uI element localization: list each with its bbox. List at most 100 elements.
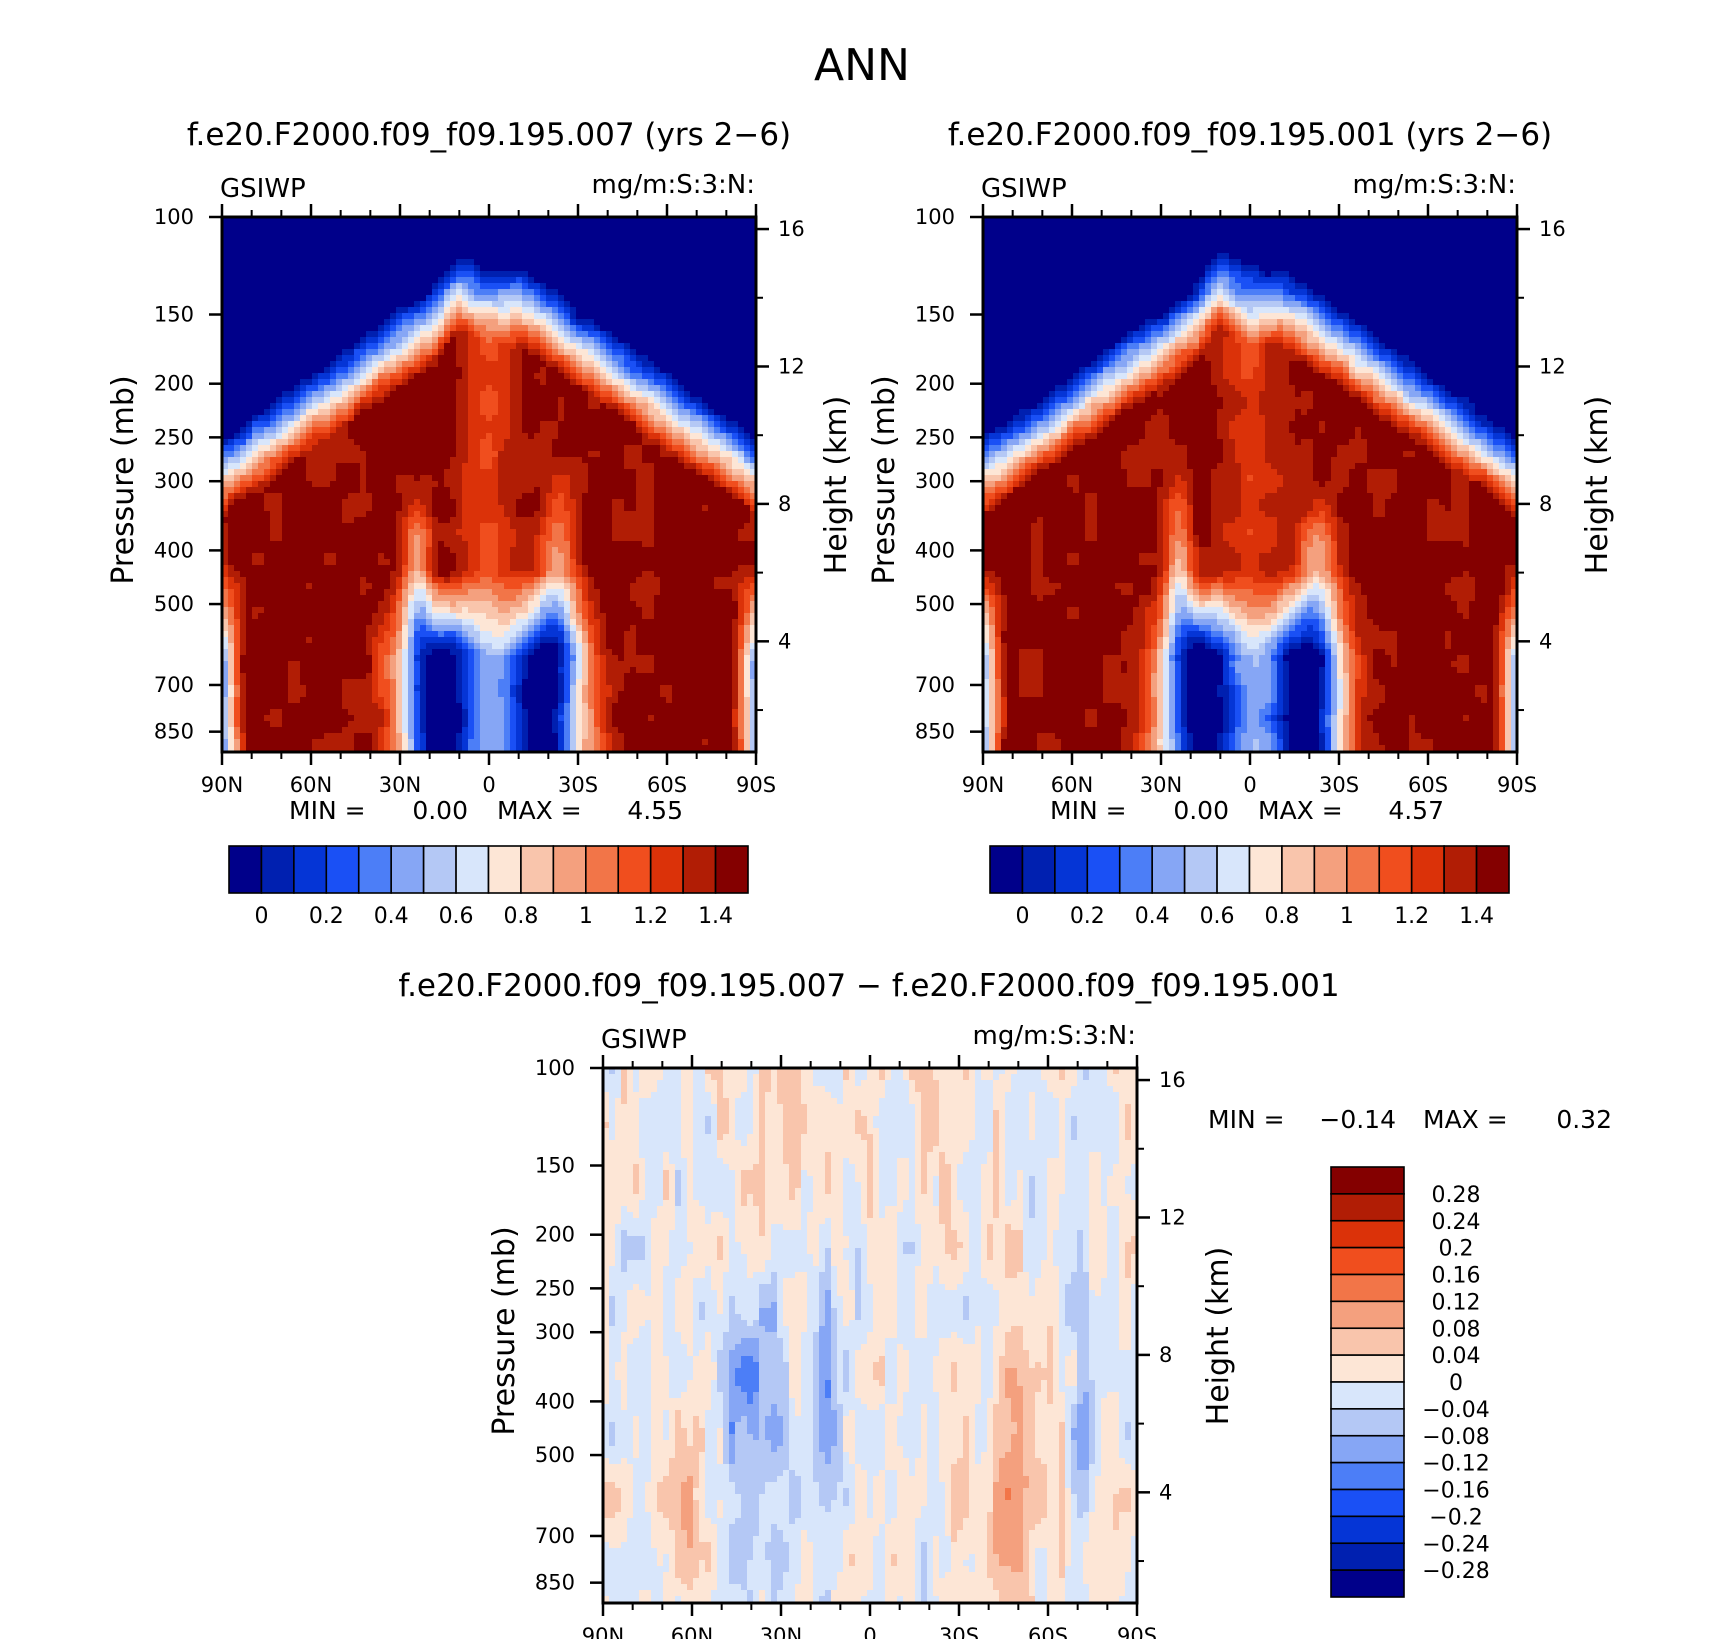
x-tick-label: 60S [1028,1624,1068,1639]
colorbar-swatch [714,845,749,894]
panel-1-ylabel: Pressure (mb) [106,375,141,584]
y2-tick-label: 8 [1539,492,1552,516]
x-tick-label: 60S [647,773,687,797]
panel-3-units-label: mg/m:S:3:N: [973,1021,1136,1051]
colorbar-swatch [1378,845,1413,894]
panel-1-title: f.e20.F2000.f09_f09.195.007 (yrs 2−6) [187,117,791,153]
panel-3: f.e20.F2000.f09_f09.195.007 − f.e20.F200… [398,968,1612,1639]
colorbar-swatch [1330,1273,1405,1303]
y-tick-label: 300 [154,469,194,493]
colorbar-swatch [552,845,587,894]
y2-tick-label: 12 [1539,354,1566,378]
panel-1-max-label: MAX = [497,796,582,825]
y2-tick-label: 4 [1159,1480,1172,1504]
y-tick-label: 500 [154,592,194,616]
colorbar-swatch [455,845,490,894]
colorbar-swatch [520,845,555,894]
x-tick-label: 90N [582,1624,624,1639]
colorbar-label: 0.8 [503,904,538,929]
y2-tick-label: 8 [778,492,791,516]
panel-1-min-value: 0.00 [412,796,468,825]
panel-2-variable-label: GSIWP [981,174,1067,204]
colorbar-swatch [1330,1381,1405,1410]
colorbar-label: 1 [1340,904,1354,929]
colorbar-label: 0.6 [1200,904,1235,929]
y-tick-label: 850 [154,720,194,744]
colorbar-swatch [390,845,425,894]
colorbar-swatch [1118,845,1153,894]
panel-2-min-value: 0.00 [1173,796,1229,825]
colorbar-label: 0 [254,904,268,929]
y2-tick-label: 16 [1159,1068,1186,1092]
panel-1-units-label: mg/m:S:3:N: [592,170,755,200]
panel-3-max-value: 0.32 [1556,1105,1612,1134]
colorbar-label: 0.2 [1070,904,1105,929]
colorbar-label: 0.6 [439,904,474,929]
panel-1: f.e20.F2000.f09_f09.195.007 (yrs 2−6) GS… [106,117,854,929]
panel-2-min-label: MIN = [1050,796,1127,825]
y-tick-label: 200 [915,372,955,396]
colorbar-label: 0.4 [374,904,409,929]
y-tick-label: 400 [915,538,955,562]
colorbar-label: 1.2 [633,904,668,929]
colorbar-label: −0.16 [1422,1479,1489,1504]
x-tick-label: 30S [939,1624,979,1639]
y-tick-label: 300 [535,1320,575,1344]
y-tick-label: 100 [915,205,955,229]
colorbar-swatch [1330,1515,1405,1545]
panel-3-min-label: MIN = [1208,1105,1285,1134]
panel-1-min-label: MIN = [289,796,366,825]
colorbar-swatch [1330,1488,1405,1518]
colorbar-swatch [1330,1246,1405,1276]
y-tick-label: 250 [154,425,194,449]
colorbar-swatch [1054,845,1089,894]
x-tick-label: 60N [290,773,332,797]
y-tick-label: 200 [154,372,194,396]
colorbar-label: 0.8 [1264,904,1299,929]
colorbar-label: −0.12 [1422,1452,1489,1477]
panel-3-ylabel: Pressure (mb) [487,1226,522,1435]
colorbar-label: 1.2 [1394,904,1429,929]
figure-title: ANN [814,40,910,91]
colorbar-label: 0.08 [1432,1317,1481,1342]
colorbar-label: 0.12 [1432,1290,1481,1315]
colorbar-label: 0.28 [1432,1183,1481,1208]
colorbar-swatch [1330,1542,1405,1571]
colorbar-label: 0.16 [1432,1264,1481,1289]
colorbar-label: 0.2 [309,904,344,929]
y-tick-label: 850 [535,1571,575,1595]
colorbar-swatch [1330,1166,1405,1195]
colorbar-swatch [1330,1354,1405,1383]
panel-2-plot-area: 90N 60N 30N 0 30S 60S 90S 100 150 200 250 300 400 500… [915,204,1566,797]
x-tick-label: 90S [736,773,776,797]
x-tick-label: 60N [671,1624,713,1639]
y-tick-label: 250 [535,1276,575,1300]
y-tick-label: 300 [915,469,955,493]
colorbar-swatch [617,845,652,894]
colorbar-label: −0.08 [1422,1425,1489,1450]
colorbar-swatch [1330,1434,1405,1464]
panel-2-max-value: 4.57 [1388,796,1444,825]
colorbar-swatch [989,845,1024,894]
y-tick-label: 150 [915,303,955,327]
colorbar-label: 0.4 [1135,904,1170,929]
panel-2-colorbar: 0 0.2 0.4 0.6 0.8 1 1.2 1.4 [989,845,1510,929]
colorbar-swatch [293,845,328,894]
panel-2-title: f.e20.F2000.f09_f09.195.001 (yrs 2−6) [948,117,1552,153]
y-tick-label: 700 [535,1524,575,1548]
colorbar-label: −0.24 [1422,1532,1489,1557]
x-tick-label: 90N [962,773,1004,797]
colorbar-swatch [1330,1408,1405,1437]
y2-tick-label: 4 [1539,629,1552,653]
y2-tick-label: 16 [778,217,805,241]
colorbar-swatch [228,845,263,894]
x-tick-label: 30N [379,773,421,797]
y-tick-label: 400 [154,538,194,562]
colorbar-label: 1.4 [1459,904,1494,929]
colorbar-label: 1 [579,904,593,929]
panel-1-plot-area: 90N 60N 30N 0 30S 60S 90S 100 150 200 250 300 400 500… [154,204,805,797]
colorbar-swatch [1183,845,1218,894]
colorbar-swatch [1330,1219,1405,1249]
y-tick-label: 400 [535,1389,575,1413]
panel-2-y2label: Height (km) [1580,396,1615,575]
